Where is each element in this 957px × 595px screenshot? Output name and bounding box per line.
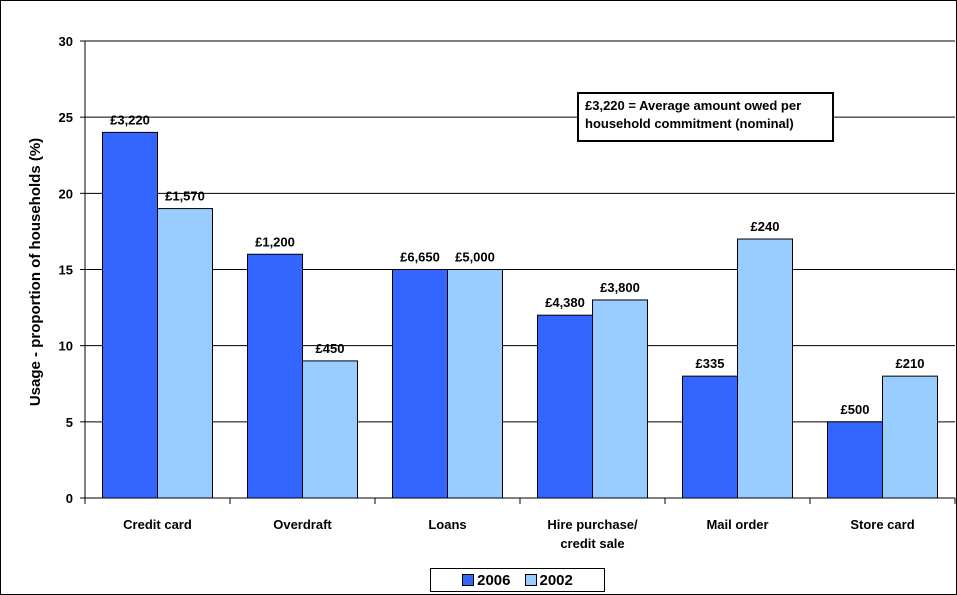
bar-2002 (302, 360, 358, 499)
data-label-2002: £5,000 (455, 250, 495, 265)
x-tick-label: Loans (428, 517, 466, 532)
x-tick-label: Overdraft (273, 517, 332, 532)
bar-2006 (537, 314, 593, 499)
data-label-2002: £1,570 (165, 189, 205, 204)
data-label-2006: £1,200 (255, 234, 295, 249)
bar-2002 (447, 269, 503, 499)
data-label-2002: £3,800 (600, 280, 640, 295)
annotation-line-2: household commitment (nominal) (585, 116, 794, 131)
data-label-2006: £4,380 (545, 295, 585, 310)
x-tick-label: Hire purchase/ (547, 517, 638, 532)
x-tick-label: Mail order (706, 517, 768, 532)
annotation-line-1: £3,220 = Average amount owed per (585, 98, 802, 113)
bar-2006 (827, 421, 883, 499)
bars (102, 131, 938, 499)
data-label-2002: £240 (751, 219, 780, 234)
bar-2006 (392, 269, 448, 499)
y-tick-label: 20 (59, 186, 73, 201)
bar-2006 (247, 253, 303, 499)
y-tick-label: 30 (59, 34, 73, 49)
legend-item-2006: 2006 (462, 571, 511, 589)
legend-swatch-2002 (524, 574, 537, 586)
bar-2006 (682, 375, 738, 499)
data-label-2006: £335 (696, 356, 725, 371)
y-tick-label: 15 (59, 263, 73, 278)
data-label-2006: £6,650 (400, 250, 440, 265)
legend-item-2002: 2002 (524, 571, 573, 589)
bar-2002 (882, 375, 938, 499)
data-label-2002: £210 (896, 356, 925, 371)
x-tick-label: Credit card (123, 517, 192, 532)
data-label-2006: £500 (841, 402, 870, 417)
annotation-box: £3,220 = Average amount owed per househo… (577, 92, 834, 142)
legend: 2006 2002 (430, 568, 605, 592)
bar-2002 (737, 238, 793, 499)
bar-2006 (102, 131, 158, 499)
x-tick-label: Store card (850, 517, 914, 532)
y-axis-label: Usage - proportion of households (%) (27, 138, 44, 406)
legend-swatch-2006 (462, 574, 475, 586)
bar-2002 (157, 208, 213, 499)
y-tick-label: 5 (66, 415, 73, 430)
y-tick-label: 0 (66, 491, 73, 506)
y-tick-label: 10 (59, 339, 73, 354)
data-label-2002: £450 (316, 341, 345, 356)
x-tick-label: credit sale (560, 536, 624, 551)
bar-2002 (592, 299, 648, 499)
data-labels: £3,220 £1,200 £6,650 £4,380 £335 £500 £1,570 £4… (110, 112, 924, 416)
legend-label-2002: 2002 (539, 571, 573, 589)
legend-label-2006: 2006 (477, 571, 511, 589)
y-tick-label: 25 (59, 110, 73, 125)
data-label-2006: £3,220 (110, 112, 150, 127)
axes: 0 5 10 15 20 25 30 Credit card Overdraft Loans Hir… (59, 34, 956, 551)
